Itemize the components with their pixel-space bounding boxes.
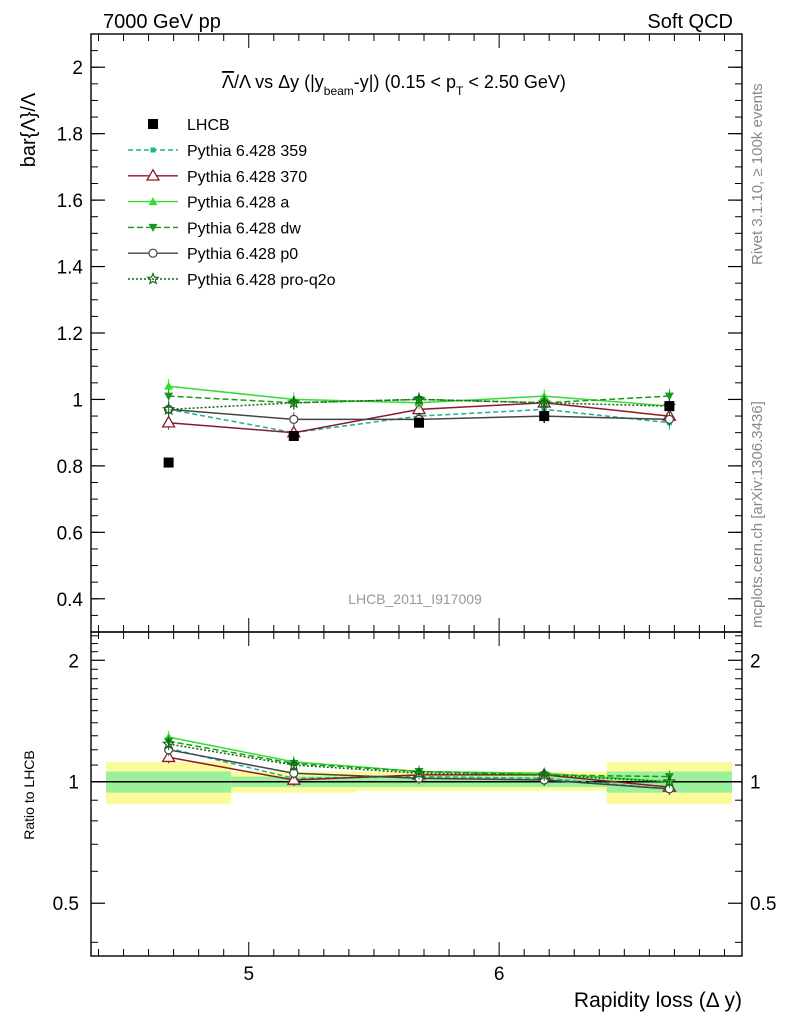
legend-marker bbox=[148, 119, 158, 129]
data-point bbox=[414, 417, 425, 428]
main-ytick-label: 1.4 bbox=[57, 258, 84, 279]
main-data-points bbox=[161, 379, 677, 468]
main-ytick-label: 1.2 bbox=[57, 324, 83, 345]
title-part-1: /Λ vs Δy (|y bbox=[234, 72, 324, 92]
series-marker bbox=[161, 415, 176, 428]
main-panel: 0.4 0.6 0.8 1 1.2 1.4 1.6 1.8 2 bar{Λ}/Λ Λ/Λ vs … bbox=[18, 33, 743, 633]
side-label-rivet: Rivet 3.1.10, ≥ 100k events bbox=[749, 83, 766, 265]
legend-label: Pythia 6.428 a bbox=[187, 195, 289, 212]
x-axis-label: Rapidity loss (Δ y) bbox=[574, 989, 742, 1012]
legend-label: Pythia 6.428 dw bbox=[187, 220, 301, 237]
series-marker bbox=[664, 414, 674, 424]
series-marker bbox=[537, 395, 551, 409]
legend-label: Pythia 6.428 p0 bbox=[187, 246, 298, 263]
series-marker bbox=[664, 392, 674, 401]
header-right: Soft QCD bbox=[647, 11, 733, 33]
title-sub-beam: beam bbox=[324, 84, 354, 98]
main-ticks: 0.4 0.6 0.8 1 1.2 1.4 1.6 1.8 2 bbox=[57, 34, 742, 632]
ratio-ytick-label-right: 1 bbox=[750, 773, 761, 794]
legend-label: LHCB bbox=[187, 117, 230, 134]
series-marker bbox=[162, 402, 176, 416]
main-ytick-label: 1 bbox=[72, 390, 83, 411]
legend-marker bbox=[148, 248, 158, 258]
chart-title: Λ/Λ vs Δy (|ybeam-y|) (0.15 < pT < 2.50 G… bbox=[222, 72, 566, 98]
ratio-series-lines bbox=[161, 731, 677, 795]
ratio-frame bbox=[90, 631, 743, 957]
data-point bbox=[539, 411, 550, 422]
ratio-y-axis-label: Ratio to LHCB bbox=[21, 750, 37, 839]
main-y-axis-label: bar{Λ}/Λ bbox=[18, 92, 40, 167]
series-marker bbox=[539, 391, 549, 400]
ratio-xtick-label: 6 bbox=[494, 964, 505, 985]
main-ytick-label: 0.6 bbox=[57, 523, 83, 544]
title-part-3: < 2.50 GeV) bbox=[468, 72, 566, 92]
main-ytick-label: 2 bbox=[72, 58, 83, 79]
legend-label: Pythia 6.428 359 bbox=[187, 143, 307, 160]
series-marker bbox=[289, 414, 299, 424]
series-line bbox=[168, 408, 670, 434]
ratio-series-marker bbox=[412, 766, 426, 779]
series-marker bbox=[164, 381, 174, 390]
title-part-2: -y|) (0.15 < p bbox=[354, 72, 456, 92]
ratio-ytick-label: 2 bbox=[68, 651, 79, 672]
series-marker bbox=[412, 392, 426, 406]
main-ytick-label: 1.6 bbox=[57, 191, 83, 212]
main-ytick-label: 1.8 bbox=[57, 125, 83, 146]
series-marker bbox=[287, 395, 301, 409]
legend-marker bbox=[146, 271, 160, 285]
ratio-panel: 0.5 0.5 1 1 2 2 5 6 Ratio to LHCB Rapidity loss… bbox=[21, 631, 776, 1012]
legend-marker bbox=[148, 197, 158, 206]
data-point bbox=[664, 401, 675, 412]
main-ytick-label: 0.4 bbox=[57, 590, 84, 611]
ratio-ytick-label-right: 0.5 bbox=[750, 894, 776, 915]
legend-label: Pythia 6.428 370 bbox=[187, 169, 307, 186]
legend: LHCB Pythia 6.428 359 Pythia 6.428 370 Pyth… bbox=[128, 117, 336, 289]
title-sub-t: T bbox=[456, 84, 464, 98]
analysis-watermark: LHCB_2011_I917009 bbox=[348, 591, 482, 607]
legend-marker bbox=[145, 168, 161, 181]
series-line bbox=[168, 398, 670, 411]
legend-marker bbox=[150, 147, 156, 153]
ratio-series-marker bbox=[162, 736, 176, 750]
legend-label: Pythia 6.428 pro-q2o bbox=[187, 272, 336, 289]
ratio-series-marker bbox=[161, 749, 176, 763]
ratio-ticks: 0.5 0.5 1 1 2 2 5 6 bbox=[53, 632, 776, 985]
title-bar-lambda: Λ bbox=[222, 72, 234, 92]
ratio-series-marker bbox=[537, 767, 551, 781]
side-label-mcplots: mcplots.cern.ch [arXiv:1306.3436] bbox=[749, 401, 766, 628]
ratio-ytick-label: 0.5 bbox=[53, 894, 79, 915]
series-line bbox=[168, 395, 670, 404]
ratio-series-marker bbox=[287, 757, 301, 771]
legend-marker bbox=[148, 223, 158, 232]
data-point bbox=[163, 457, 174, 468]
ratio-series-marker bbox=[662, 774, 676, 788]
ratio-xtick-label: 5 bbox=[243, 964, 254, 985]
ratio-ytick-label-right: 2 bbox=[750, 651, 761, 672]
header-left: 7000 GeV pp bbox=[103, 11, 221, 33]
series-marker bbox=[164, 392, 174, 401]
data-point bbox=[288, 430, 299, 441]
main-ytick-label: 0.8 bbox=[57, 457, 83, 478]
ratio-ytick-label: 1 bbox=[68, 773, 79, 794]
